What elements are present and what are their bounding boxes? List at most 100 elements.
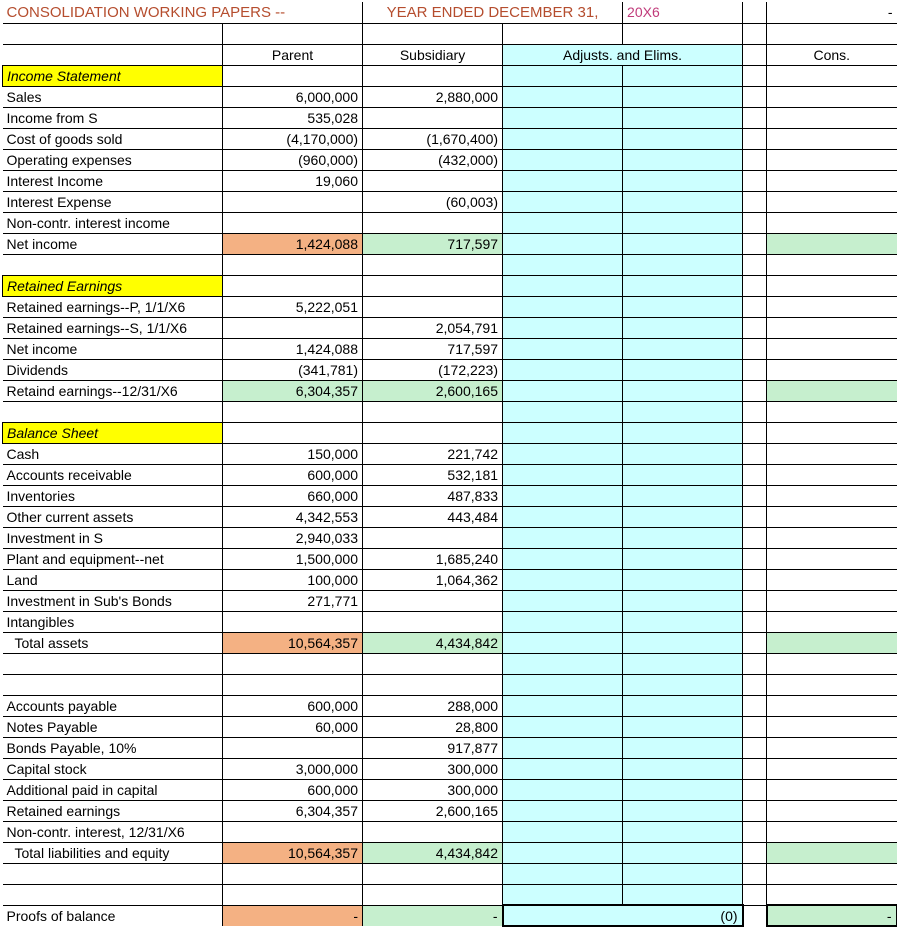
- parent-val: 600,000: [223, 779, 363, 800]
- parent-val: 1,424,088: [223, 233, 363, 254]
- row-re-total: Retaind earnings--12/31/X6 6,304,357 2,6…: [3, 380, 897, 401]
- parent-val: -: [223, 905, 363, 926]
- label: Accounts receivable: [3, 464, 223, 485]
- subsidiary-val: 917,877: [363, 737, 503, 758]
- table-row-sales: Sales6,000,0002,880,000: [3, 86, 897, 107]
- table-row-re_div: Dividends(341,781)(172,223): [3, 359, 897, 380]
- cons-val: [767, 191, 897, 212]
- subsidiary-val: [363, 296, 503, 317]
- parent-val: 3,000,000: [223, 758, 363, 779]
- label: Investment in S: [3, 527, 223, 548]
- table-row-land: Land100,0001,064,362: [3, 569, 897, 590]
- cons-val: [767, 569, 897, 590]
- label: Total assets: [3, 632, 223, 653]
- parent-val: [223, 611, 363, 632]
- col-adjusts: Adjusts. and Elims.: [503, 44, 743, 65]
- label: Other current assets: [3, 506, 223, 527]
- subsidiary-val: 28,800: [363, 716, 503, 737]
- subsidiary-val: [363, 107, 503, 128]
- label: Proofs of balance: [3, 905, 223, 926]
- table-row-ar: Accounts receivable600,000532,181: [3, 464, 897, 485]
- table-row-ap: Accounts payable600,000288,000: [3, 695, 897, 716]
- parent-val: 10,564,357: [223, 842, 363, 863]
- table-row-cs: Capital stock3,000,000300,000: [3, 758, 897, 779]
- table-row-re_s: Retained earnings--S, 1/1/X6 2,054,791: [3, 317, 897, 338]
- parent-val: [223, 191, 363, 212]
- label: Retained earnings: [3, 800, 223, 821]
- subsidiary-val: [363, 611, 503, 632]
- label: Retaind earnings--12/31/X6: [3, 380, 223, 401]
- subsidiary-val: [363, 527, 503, 548]
- parent-val: 10,564,357: [223, 632, 363, 653]
- table-row-inv_s: Investment in S2,940,033: [3, 527, 897, 548]
- label: Sales: [3, 86, 223, 107]
- cons-val: [767, 296, 897, 317]
- subsidiary-val: 4,434,842: [363, 842, 503, 863]
- row-total-assets: Total assets 10,564,357 4,434,842: [3, 632, 897, 653]
- col-parent: Parent: [223, 44, 363, 65]
- parent-val: 535,028: [223, 107, 363, 128]
- cons-val: [767, 758, 897, 779]
- table-row-bp: Bonds Payable, 10%917,877: [3, 737, 897, 758]
- subsidiary-val: 532,181: [363, 464, 503, 485]
- parent-val: (4,170,000): [223, 128, 363, 149]
- label: Retained earnings--S, 1/1/X6: [3, 317, 223, 338]
- parent-val: [223, 821, 363, 842]
- label: Net income: [3, 233, 223, 254]
- spacer-row: [3, 254, 897, 275]
- cons-val: [767, 842, 897, 863]
- label: Land: [3, 569, 223, 590]
- cons-val: [767, 170, 897, 191]
- table-row-re_ni: Net income1,424,088717,597: [3, 338, 897, 359]
- parent-val: 60,000: [223, 716, 363, 737]
- cons-val: [767, 233, 897, 254]
- title-row: CONSOLIDATION WORKING PAPERS -- YEAR END…: [3, 2, 897, 23]
- cons-val: [767, 716, 897, 737]
- title-left: CONSOLIDATION WORKING PAPERS --: [3, 2, 363, 23]
- label: Inventories: [3, 485, 223, 506]
- row-total-liab-equity: Total liabilities and equity 10,564,357 …: [3, 842, 897, 863]
- table-row-inv_bonds: Investment in Sub's Bonds271,771: [3, 590, 897, 611]
- subsidiary-val: (1,670,400): [363, 128, 503, 149]
- table-row-re_p: Retained earnings--P, 1/1/X65,222,051: [3, 296, 897, 317]
- subsidiary-val: 717,597: [363, 233, 503, 254]
- table-row-intang: Intangibles: [3, 611, 897, 632]
- table-row-nci_income: Non-contr. interest income: [3, 212, 897, 233]
- col-cons: Cons.: [767, 44, 897, 65]
- spacer-row: [3, 863, 897, 884]
- adj-val: (0): [503, 905, 743, 926]
- label: Investment in Sub's Bonds: [3, 590, 223, 611]
- parent-val: [223, 737, 363, 758]
- label: Accounts payable: [3, 695, 223, 716]
- table-row-int_income: Interest Income19,060: [3, 170, 897, 191]
- label: Dividends: [3, 359, 223, 380]
- label: Retained earnings--P, 1/1/X6: [3, 296, 223, 317]
- cons-val: -: [767, 905, 897, 926]
- spacer-row: [3, 23, 897, 44]
- subsidiary-val: 2,600,165: [363, 800, 503, 821]
- parent-val: (341,781): [223, 359, 363, 380]
- cons-val: [767, 359, 897, 380]
- subsidiary-val: 300,000: [363, 758, 503, 779]
- subsidiary-val: 1,685,240: [363, 548, 503, 569]
- label: Plant and equipment--net: [3, 548, 223, 569]
- label: Non-contr. interest, 12/31/X6: [3, 821, 223, 842]
- parent-val: 100,000: [223, 569, 363, 590]
- parent-val: 600,000: [223, 695, 363, 716]
- label: Notes Payable: [3, 716, 223, 737]
- parent-val: (960,000): [223, 149, 363, 170]
- subsidiary-val: 2,054,791: [363, 317, 503, 338]
- section-label: Retained Earnings: [3, 275, 223, 296]
- subsidiary-val: 2,880,000: [363, 86, 503, 107]
- cons-val: [767, 611, 897, 632]
- spacer-row: [3, 401, 897, 422]
- label: Additional paid in capital: [3, 779, 223, 800]
- cons-val: [767, 506, 897, 527]
- parent-val: 1,424,088: [223, 338, 363, 359]
- parent-val: 6,304,357: [223, 380, 363, 401]
- parent-val: 600,000: [223, 464, 363, 485]
- table-row-opex: Operating expenses(960,000)(432,000): [3, 149, 897, 170]
- cons-val: [767, 632, 897, 653]
- parent-val: 660,000: [223, 485, 363, 506]
- table-row-cogs: Cost of goods sold(4,170,000)(1,670,400): [3, 128, 897, 149]
